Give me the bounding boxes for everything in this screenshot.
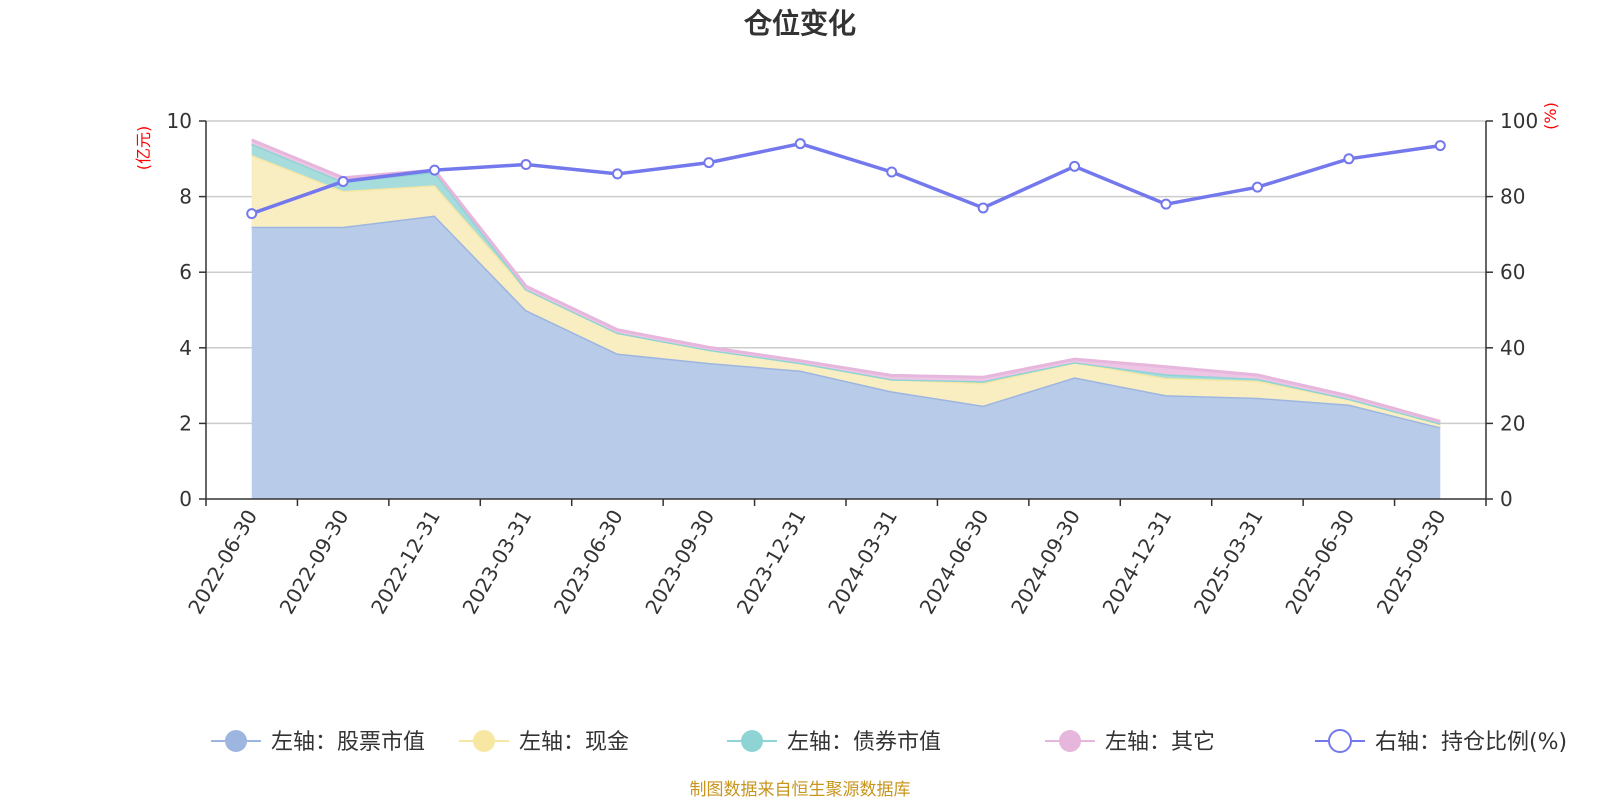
- left-axis-tick-label: 4: [179, 336, 192, 360]
- ratio-point: [703, 157, 715, 169]
- ratio-point: [1160, 198, 1172, 210]
- right-axis-unit: (%): [1541, 102, 1560, 130]
- x-axis-tick-label: 2022-09-30: [275, 506, 354, 619]
- legend-marker: [473, 730, 495, 752]
- ratio-point: [886, 166, 898, 178]
- left-axis-unit: (亿元): [134, 126, 153, 171]
- ratio-point: [1343, 153, 1355, 165]
- ratio-point: [1069, 160, 1081, 172]
- ratio-point: [337, 175, 349, 187]
- right-axis-tick-label: 80: [1500, 185, 1525, 209]
- legend-item: 右轴：持仓比例(%): [1315, 729, 1567, 755]
- ratio-point: [977, 202, 989, 214]
- legend-item: 左轴：现金: [459, 730, 629, 755]
- right-axis-tick-label: 20: [1500, 411, 1525, 435]
- ratio-point: [520, 158, 532, 170]
- left-axis-tick-label: 6: [179, 260, 192, 284]
- left-axis-tick-label: 2: [179, 411, 192, 435]
- ratio-point: [429, 164, 441, 176]
- right-axis-tick-label: 40: [1500, 336, 1525, 360]
- x-axis-tick-label: 2022-06-30: [183, 506, 262, 619]
- chart-title: 仓位变化: [744, 7, 856, 40]
- legend-marker: [741, 730, 763, 752]
- legend-label: 右轴：持仓比例(%): [1375, 730, 1567, 755]
- x-axis-tick-label: 2023-06-30: [549, 506, 628, 619]
- ratio-line: [251, 141, 1441, 216]
- right-axis-tick-label: 0: [1500, 487, 1513, 511]
- legend-label: 左轴：债券市值: [787, 730, 941, 755]
- x-axis-tick-label: 2023-12-31: [732, 506, 811, 619]
- legend-marker: [1059, 730, 1081, 752]
- x-axis-tick-label: 2023-09-30: [640, 506, 719, 619]
- legend-marker: [225, 730, 247, 752]
- x-axis-tick-label: 2024-03-31: [823, 506, 902, 619]
- left-axis-tick-label: 10: [167, 109, 192, 133]
- series-area: [251, 155, 1441, 428]
- data-source-note: 制图数据来自恒生聚源数据库: [690, 780, 911, 800]
- ratio-point: [1434, 140, 1446, 152]
- stacked-area-layer: [251, 138, 1441, 499]
- legend-label: 左轴：股票市值: [271, 730, 425, 755]
- ratio-point: [1251, 181, 1263, 193]
- x-axis-tick-label: 2024-12-31: [1097, 506, 1176, 619]
- right-axis-tick-label: 60: [1500, 260, 1525, 284]
- ratio-line-layer: [246, 138, 1446, 220]
- x-axis-tick-label: 2023-03-31: [457, 506, 536, 619]
- x-axis-tick-label: 2025-06-30: [1280, 506, 1359, 619]
- legend-label: 左轴：其它: [1105, 730, 1215, 755]
- ratio-point: [794, 138, 806, 150]
- legend-item: 左轴：债券市值: [727, 730, 941, 755]
- series-top-line: [251, 138, 1441, 423]
- legend-label: 左轴：现金: [519, 730, 629, 755]
- x-axis-tick-label: 2024-06-30: [915, 505, 994, 618]
- x-axis-tick-label: 2022-12-31: [366, 505, 445, 618]
- ratio-point: [246, 208, 258, 220]
- x-axis-tick-label: 2025-03-31: [1189, 506, 1268, 619]
- legend-marker: [1328, 729, 1352, 753]
- left-axis-tick-label: 8: [179, 185, 192, 209]
- legend: 左轴：股票市值 左轴：现金 左轴：债券市值 左轴：其它 右轴：持仓比例(%): [211, 729, 1567, 755]
- x-axis-tick-label: 2024-09-30: [1006, 506, 1085, 619]
- legend-item: 左轴：其它: [1045, 730, 1215, 755]
- right-axis-tick-label: 100: [1500, 109, 1538, 133]
- x-axis-tick-label: 2025-09-30: [1372, 506, 1451, 619]
- ratio-point: [611, 168, 623, 180]
- series-area: [251, 215, 1441, 499]
- legend-item: 左轴：股票市值: [211, 730, 425, 755]
- left-axis-tick-label: 0: [179, 487, 192, 511]
